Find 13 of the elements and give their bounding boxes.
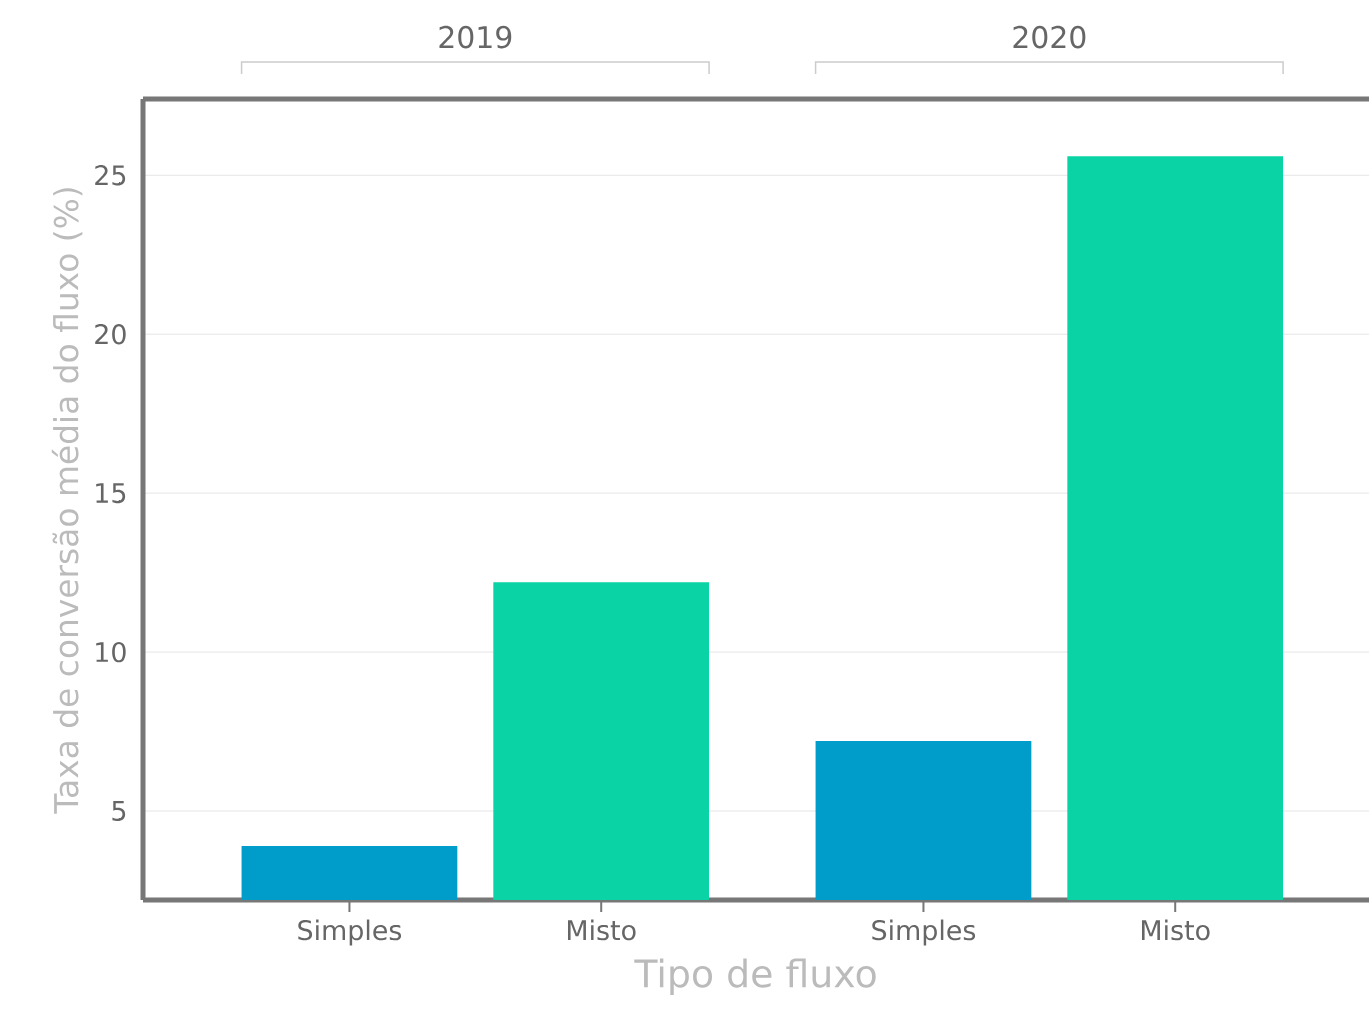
y-tick-label: 25 — [95, 165, 126, 186]
y-tick-label: 20 — [95, 324, 126, 345]
y-tick-label: 15 — [96, 483, 126, 504]
x-axis-title: Tipo de fluxo — [634, 958, 876, 996]
x-tick-label: Simples — [872, 919, 976, 946]
x-tick-label: Misto — [567, 919, 636, 941]
text: 2020 — [1013, 25, 1086, 49]
x-tick-label: Misto — [1142, 919, 1210, 941]
text: 2019 — [439, 25, 512, 49]
y-tick-label: 5 — [112, 801, 126, 821]
y-tick-label: 10 — [96, 641, 126, 663]
x-tick-label: Simples — [298, 919, 402, 946]
y-axis-title: Taxa de conversão média do fluxo (%) — [51, 188, 83, 814]
